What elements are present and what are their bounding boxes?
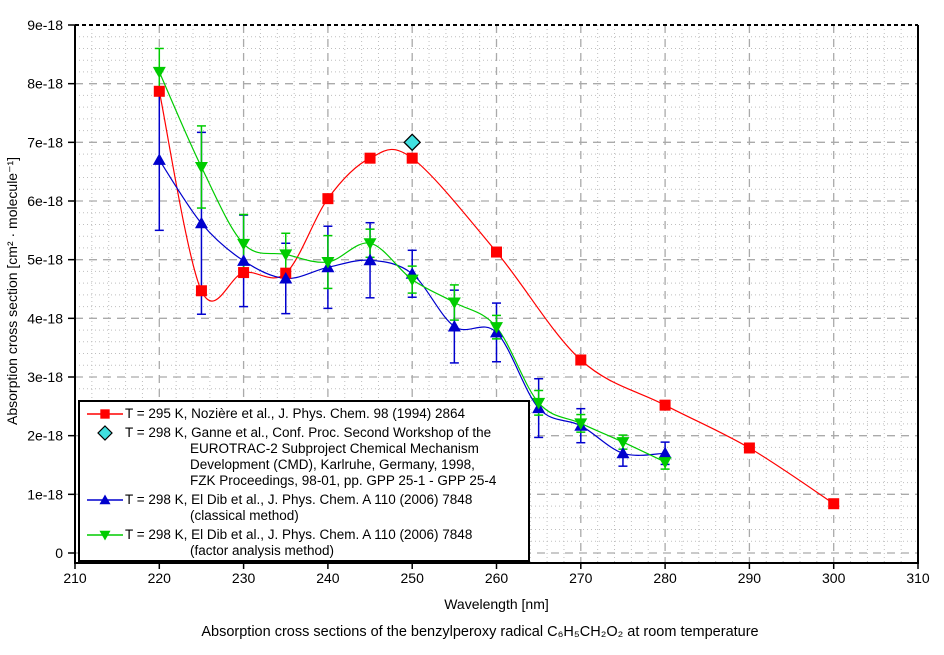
legend-line: T = 295 K, Nozière et al., J. Phys. Chem… (125, 406, 466, 421)
y-tick-label: 9e-18 (27, 17, 63, 33)
y-tick-label: 1e-18 (27, 486, 63, 502)
chart-caption: Absorption cross sections of the benzylp… (201, 624, 759, 640)
x-tick-label: 220 (148, 570, 172, 586)
x-tick-label: 300 (822, 570, 846, 586)
eldib-2006-factor-marker (279, 249, 293, 261)
eldib-2006-factor-legend-marker (98, 530, 111, 541)
triangle-up-legend-icon (84, 492, 125, 508)
legend-line: FZK Proceedings, 98-01, pp. GPP 25-1 - G… (190, 473, 497, 488)
legend-line: (factor analysis method) (190, 543, 335, 558)
x-tick-label: 230 (232, 570, 256, 586)
x-tick-label: 270 (569, 570, 593, 586)
eldib-2006-classical-marker (237, 254, 251, 266)
legend-entry-eldib-2006-classical: T = 298 K, El Dib et al., J. Phys. Chem.… (84, 492, 528, 524)
noziere-1994-marker (238, 267, 250, 279)
noziere-1994-marker (195, 285, 207, 297)
noziere-1994-marker (491, 246, 502, 258)
eldib-2006-factor-marker (321, 257, 335, 269)
eldib-2006-classical-marker (447, 320, 461, 332)
y-tick-label: 8e-18 (27, 76, 63, 92)
noziere-1994-marker (575, 354, 587, 366)
noziere-1994-marker (743, 442, 755, 454)
noziere-1994-curve (158, 91, 835, 505)
noziere-1994-marker (828, 498, 840, 510)
eldib-2006-factor-marker (658, 457, 672, 469)
y-tick-label: 7e-18 (27, 134, 63, 150)
eldib-2006-classical-marker (658, 446, 672, 459)
eldib-2006-factor-marker (237, 238, 251, 251)
ganne-1998-marker (403, 133, 422, 152)
diamond-legend-icon (84, 425, 125, 441)
eldib-2006-factor-marker (194, 161, 208, 174)
noziere-1994-marker (364, 152, 376, 164)
eldib-2006-classical-marker (152, 153, 166, 165)
y-tick-label: 4e-18 (27, 310, 63, 326)
eldib-2006-factor-marker (405, 274, 419, 287)
noziere-1994-marker (406, 152, 418, 164)
noziere-1994-marker (322, 193, 334, 205)
legend-entry-noziere-1994: T = 295 K, Nozière et al., J. Phys. Chem… (84, 406, 528, 422)
eldib-2006-classical-marker (363, 253, 377, 266)
noziere-1994-marker (659, 399, 671, 411)
noziere-1994-legend-marker (99, 409, 110, 419)
eldib-2006-classical-marker (279, 271, 293, 284)
legend-entry-text: T = 298 K, Ganne et al., Conf. Proc. Sec… (125, 425, 528, 489)
x-tick-label: 310 (906, 570, 930, 586)
y-tick-label: 0 (55, 545, 63, 561)
legend-entry-text: T = 298 K, El Dib et al., J. Phys. Chem.… (125, 492, 528, 524)
triangle-down-legend-icon (84, 527, 125, 543)
x-axis-title: Wavelength [nm] (444, 596, 549, 612)
eldib-2006-classical-marker (616, 446, 630, 459)
eldib-2006-factor-marker (363, 238, 377, 250)
x-tick-label: 260 (485, 570, 509, 586)
x-tick-label: 280 (653, 570, 677, 586)
y-axis-title: Absorption cross section [cm² · molecule… (4, 156, 20, 426)
legend-line: Development (CMD), Karlruhe, Germany, 19… (190, 457, 475, 472)
x-tick-label: 250 (401, 570, 425, 586)
legend-line: T = 298 K, Ganne et al., Conf. Proc. Sec… (125, 425, 492, 440)
x-tick-label: 210 (63, 570, 87, 586)
eldib-2006-factor-marker (532, 397, 546, 410)
legend-entry-text: T = 295 K, Nozière et al., J. Phys. Chem… (125, 406, 528, 422)
eldib-2006-factor-marker (152, 66, 166, 79)
legend-line: (classical method) (190, 508, 299, 523)
eldib-2006-factor-marker (490, 322, 503, 334)
y-tick-label: 6e-18 (27, 193, 63, 209)
eldib-2006-classical-legend-marker (98, 494, 111, 505)
legend-line: EUROTRAC-2 Subproject Chemical Mechanism (190, 441, 479, 456)
square-legend-icon (84, 406, 125, 422)
ganne-1998-legend-marker (96, 425, 113, 441)
y-tick-label: 2e-18 (27, 428, 63, 444)
legend-line: T = 298 K, El Dib et al., J. Phys. Chem.… (125, 492, 473, 507)
y-tick-label: 5e-18 (27, 252, 63, 268)
legend-entry-ganne-1998: T = 298 K, Ganne et al., Conf. Proc. Sec… (84, 425, 528, 489)
y-tick-label: 3e-18 (27, 369, 63, 385)
x-tick-label: 240 (316, 570, 340, 586)
eldib-2006-classical-marker (194, 216, 208, 229)
eldib-2006-factor-marker (447, 297, 461, 309)
legend-entry-eldib-2006-factor: T = 298 K, El Dib et al., J. Phys. Chem.… (84, 527, 528, 559)
eldib-2006-factor-marker (616, 437, 630, 449)
x-tick-label: 290 (738, 570, 762, 586)
eldib-2006-factor-marker (574, 418, 588, 430)
legend-box: T = 295 K, Nozière et al., J. Phys. Chem… (78, 400, 530, 562)
noziere-1994-marker (153, 85, 165, 97)
legend-line: T = 298 K, El Dib et al., J. Phys. Chem.… (125, 527, 473, 542)
legend-entry-text: T = 298 K, El Dib et al., J. Phys. Chem.… (125, 527, 528, 559)
